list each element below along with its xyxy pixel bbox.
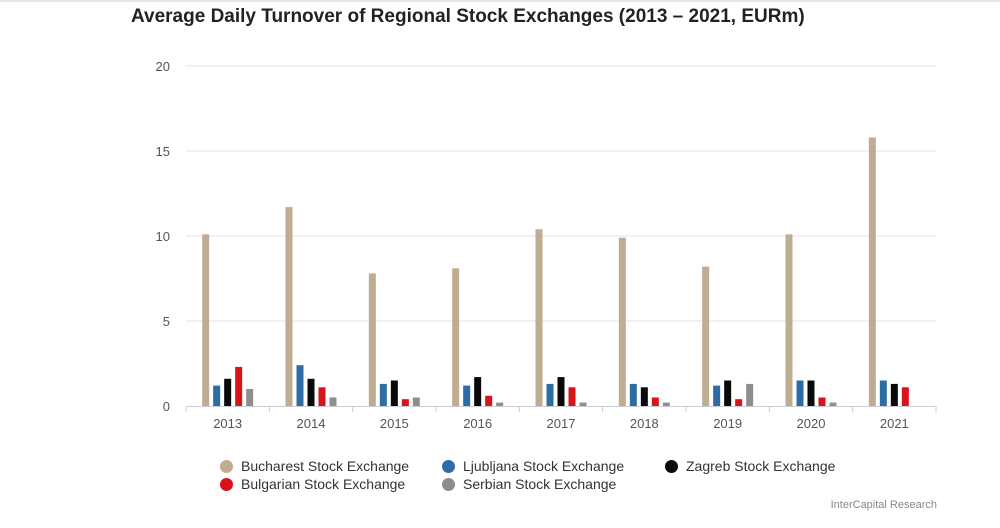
bar-serbian-2015[interactable] bbox=[412, 397, 420, 407]
bar-zagreb-2015[interactable] bbox=[390, 380, 398, 407]
bar-bulgarian-2016[interactable] bbox=[485, 395, 493, 406]
bar-bulgarian-2018[interactable] bbox=[651, 397, 659, 407]
bar-ljubljana-2016[interactable] bbox=[463, 385, 471, 406]
bar-zagreb-2017[interactable] bbox=[557, 377, 565, 406]
bar-bulgarian-2017[interactable] bbox=[568, 387, 576, 406]
bar-zagreb-2020[interactable] bbox=[807, 380, 815, 407]
x-tick-label: 2015 bbox=[380, 416, 409, 431]
x-tick-label: 2016 bbox=[463, 416, 492, 431]
bar-serbian-2013[interactable] bbox=[246, 389, 254, 406]
bar-bulgarian-2021[interactable] bbox=[901, 387, 909, 406]
chart-title: Average Daily Turnover of Regional Stock… bbox=[131, 6, 805, 27]
bar-ljubljana-2021[interactable] bbox=[879, 380, 887, 407]
bar-ljubljana-2014[interactable] bbox=[296, 365, 304, 406]
x-tick-label: 2017 bbox=[547, 416, 576, 431]
top-rule bbox=[0, 0, 1000, 2]
bar-ljubljana-2019[interactable] bbox=[713, 385, 721, 406]
bar-serbian-2017[interactable] bbox=[579, 402, 587, 406]
bar-bucharest-2018[interactable] bbox=[618, 237, 626, 406]
x-tick-label: 2018 bbox=[630, 416, 659, 431]
bar-zagreb-2016[interactable] bbox=[474, 377, 482, 406]
bar-serbian-2020[interactable] bbox=[829, 402, 837, 406]
bar-bucharest-2016[interactable] bbox=[452, 268, 460, 406]
bar-bucharest-2019[interactable] bbox=[702, 266, 710, 406]
bar-bulgarian-2013[interactable] bbox=[235, 366, 243, 406]
bar-zagreb-2018[interactable] bbox=[640, 387, 648, 406]
bar-zagreb-2014[interactable] bbox=[307, 378, 315, 406]
bar-serbian-2016[interactable] bbox=[496, 402, 504, 406]
bar-bulgarian-2015[interactable] bbox=[401, 399, 409, 406]
bar-serbian-2019[interactable] bbox=[746, 383, 754, 406]
bar-bucharest-2017[interactable] bbox=[535, 229, 543, 406]
bar-bucharest-2013[interactable] bbox=[202, 234, 210, 406]
x-tick-label: 2014 bbox=[297, 416, 326, 431]
bar-ljubljana-2015[interactable] bbox=[379, 383, 387, 406]
bar-bucharest-2015[interactable] bbox=[368, 273, 376, 406]
chart-credit: InterCapital Research bbox=[830, 499, 937, 511]
bar-bucharest-2021[interactable] bbox=[868, 137, 876, 406]
bar-ljubljana-2017[interactable] bbox=[546, 383, 554, 406]
bar-ljubljana-2020[interactable] bbox=[796, 380, 804, 407]
y-tick-label: 5 bbox=[163, 314, 170, 329]
bar-ljubljana-2018[interactable] bbox=[629, 383, 637, 406]
bar-bulgarian-2014[interactable] bbox=[318, 387, 326, 406]
y-tick-label: 0 bbox=[163, 399, 170, 414]
bar-ljubljana-2013[interactable] bbox=[213, 385, 221, 406]
bar-bulgarian-2019[interactable] bbox=[735, 399, 743, 406]
bar-zagreb-2013[interactable] bbox=[224, 378, 232, 406]
x-tick-label: 2013 bbox=[213, 416, 242, 431]
bar-bucharest-2014[interactable] bbox=[285, 207, 293, 406]
bar-serbian-2018[interactable] bbox=[662, 402, 670, 406]
x-tick-label: 2021 bbox=[880, 416, 909, 431]
bar-zagreb-2021[interactable] bbox=[890, 383, 898, 406]
y-tick-label: 10 bbox=[156, 229, 170, 244]
y-tick-label: 20 bbox=[156, 59, 170, 74]
x-tick-label: 2019 bbox=[713, 416, 742, 431]
bar-bulgarian-2020[interactable] bbox=[818, 397, 826, 407]
bar-serbian-2014[interactable] bbox=[329, 397, 337, 407]
y-tick-label: 15 bbox=[156, 144, 170, 159]
x-tick-label: 2020 bbox=[797, 416, 826, 431]
bar-bucharest-2020[interactable] bbox=[785, 234, 793, 406]
bar-zagreb-2019[interactable] bbox=[724, 380, 732, 407]
